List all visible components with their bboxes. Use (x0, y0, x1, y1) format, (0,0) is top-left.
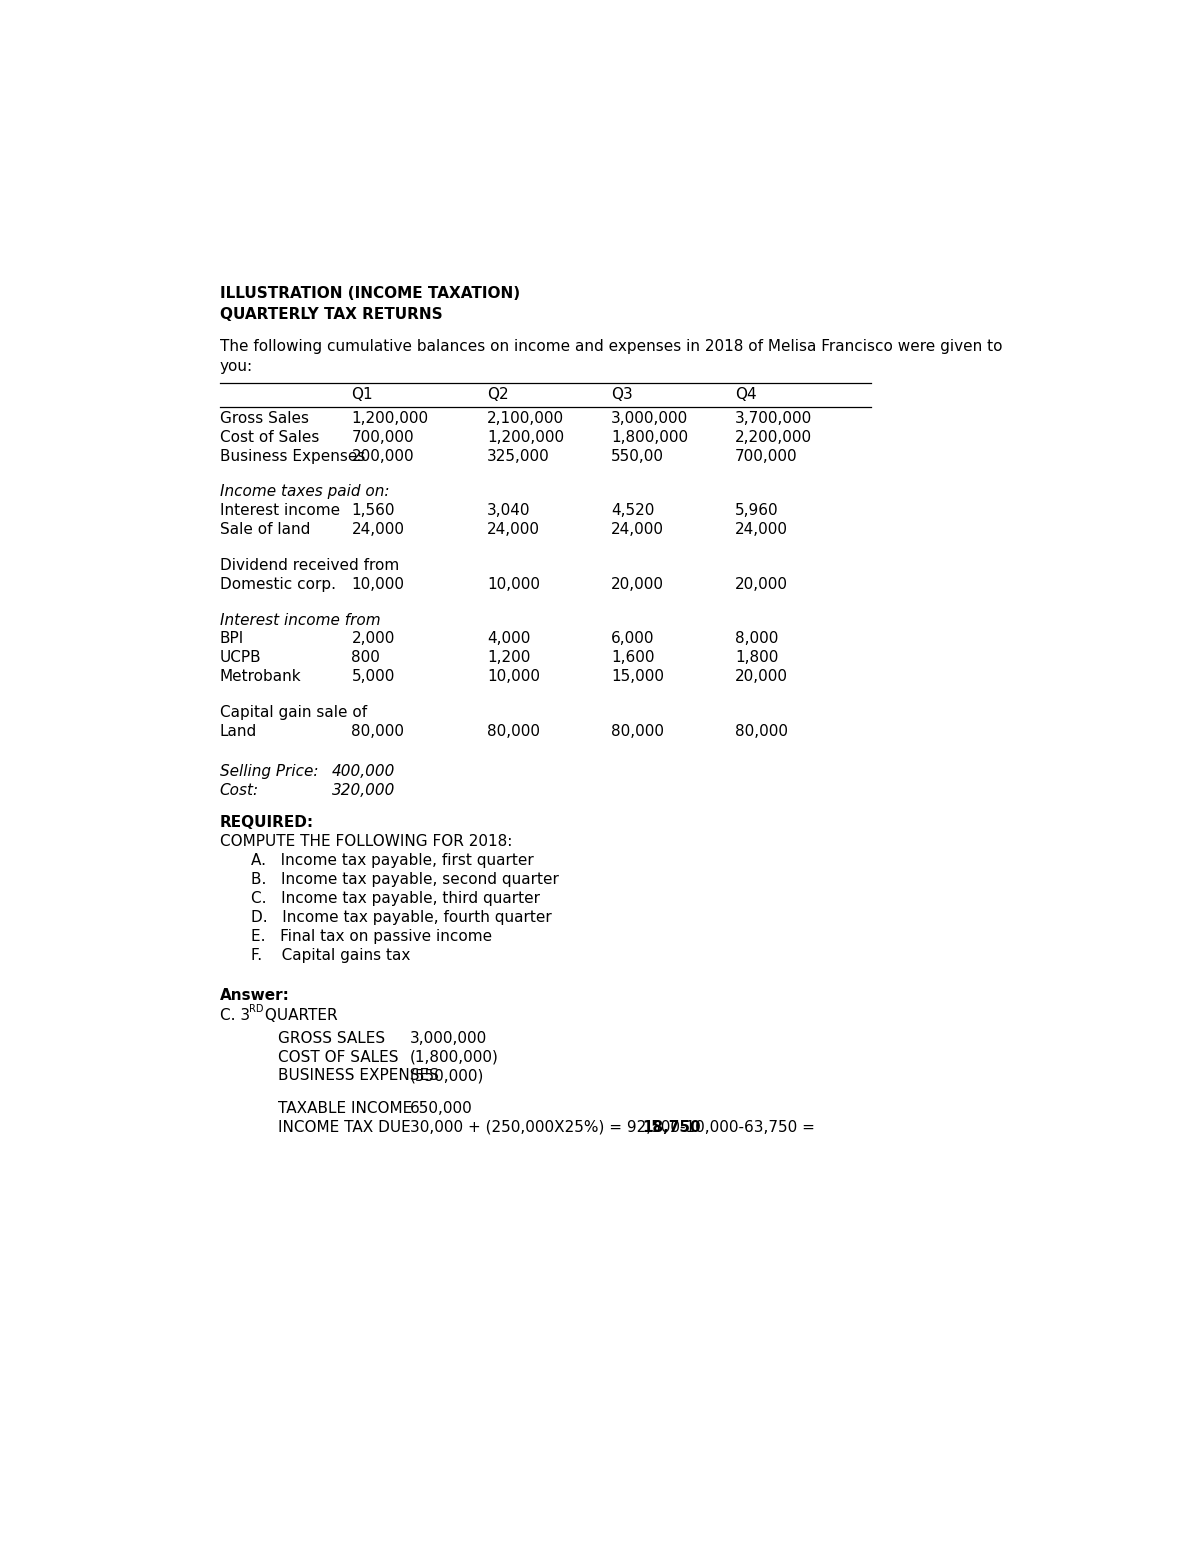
Text: 5,000: 5,000 (352, 669, 395, 685)
Text: 650,000: 650,000 (409, 1101, 473, 1117)
Text: Dividend received from: Dividend received from (220, 558, 398, 573)
Text: (550,000): (550,000) (409, 1068, 484, 1084)
Text: BUSINESS EXPENSES: BUSINESS EXPENSES (278, 1068, 439, 1084)
Text: 800: 800 (352, 651, 380, 665)
Text: 20,000: 20,000 (611, 576, 664, 592)
Text: Interest income from: Interest income from (220, 612, 380, 627)
Text: 80,000: 80,000 (611, 724, 664, 739)
Text: 18,750: 18,750 (642, 1120, 701, 1135)
Text: 3,000,000: 3,000,000 (611, 412, 689, 426)
Text: 4,000: 4,000 (487, 632, 530, 646)
Text: 80,000: 80,000 (736, 724, 788, 739)
Text: 3,700,000: 3,700,000 (736, 412, 812, 426)
Text: 8,000: 8,000 (736, 632, 779, 646)
Text: 1,560: 1,560 (352, 503, 395, 519)
Text: F.    Capital gains tax: F. Capital gains tax (251, 947, 410, 963)
Text: 1,800,000: 1,800,000 (611, 430, 689, 444)
Text: 15,000: 15,000 (611, 669, 664, 685)
Text: (1,800,000): (1,800,000) (409, 1050, 498, 1064)
Text: Selling Price:: Selling Price: (220, 764, 318, 780)
Text: C.   Income tax payable, third quarter: C. Income tax payable, third quarter (251, 891, 540, 905)
Text: Sale of land: Sale of land (220, 522, 310, 537)
Text: C. 3: C. 3 (220, 1008, 250, 1022)
Text: you:: you: (220, 359, 253, 374)
Text: Gross Sales: Gross Sales (220, 412, 308, 426)
Text: Answer:: Answer: (220, 988, 289, 1003)
Text: Capital gain sale of: Capital gain sale of (220, 705, 367, 721)
Text: Land: Land (220, 724, 257, 739)
Text: Cost:: Cost: (220, 783, 259, 798)
Text: Interest income: Interest income (220, 503, 340, 519)
Text: Q3: Q3 (611, 387, 632, 402)
Text: 6,000: 6,000 (611, 632, 655, 646)
Text: COST OF SALES: COST OF SALES (278, 1050, 398, 1064)
Text: INCOME TAX DUE: INCOME TAX DUE (278, 1120, 410, 1135)
Text: The following cumulative balances on income and expenses in 2018 of Melisa Franc: The following cumulative balances on inc… (220, 339, 1002, 354)
Text: 2,000: 2,000 (352, 632, 395, 646)
Text: 80,000: 80,000 (352, 724, 404, 739)
Text: Domestic corp.: Domestic corp. (220, 576, 336, 592)
Text: BPI: BPI (220, 632, 244, 646)
Text: 1,600: 1,600 (611, 651, 655, 665)
Text: Q2: Q2 (487, 387, 509, 402)
Text: Income taxes paid on:: Income taxes paid on: (220, 485, 389, 500)
Text: Metrobank: Metrobank (220, 669, 301, 685)
Text: ILLUSTRATION (INCOME TAXATION): ILLUSTRATION (INCOME TAXATION) (220, 286, 520, 301)
Text: TAXABLE INCOME: TAXABLE INCOME (278, 1101, 412, 1117)
Text: 550,00: 550,00 (611, 449, 664, 463)
Text: QUARTER: QUARTER (260, 1008, 337, 1022)
Text: 4,520: 4,520 (611, 503, 654, 519)
Text: 20,000: 20,000 (736, 576, 788, 592)
Text: UCPB: UCPB (220, 651, 262, 665)
Text: 30,000 + (250,000X25%) = 92,500-10,000-63,750 =: 30,000 + (250,000X25%) = 92,500-10,000-6… (409, 1120, 820, 1135)
Text: 2,200,000: 2,200,000 (736, 430, 812, 444)
Text: 80,000: 80,000 (487, 724, 540, 739)
Text: Cost of Sales: Cost of Sales (220, 430, 319, 444)
Text: B.   Income tax payable, second quarter: B. Income tax payable, second quarter (251, 873, 559, 887)
Text: 20,000: 20,000 (736, 669, 788, 685)
Text: 24,000: 24,000 (487, 522, 540, 537)
Text: 1,200: 1,200 (487, 651, 530, 665)
Text: GROSS SALES: GROSS SALES (278, 1031, 385, 1045)
Text: 2,100,000: 2,100,000 (487, 412, 564, 426)
Text: 1,800: 1,800 (736, 651, 779, 665)
Text: 3,040: 3,040 (487, 503, 530, 519)
Text: COMPUTE THE FOLLOWING FOR 2018:: COMPUTE THE FOLLOWING FOR 2018: (220, 834, 512, 849)
Text: 5,960: 5,960 (736, 503, 779, 519)
Text: 1,200,000: 1,200,000 (487, 430, 564, 444)
Text: RD: RD (250, 1005, 264, 1014)
Text: 1,200,000: 1,200,000 (352, 412, 428, 426)
Text: Q1: Q1 (352, 387, 373, 402)
Text: QUARTERLY TAX RETURNS: QUARTERLY TAX RETURNS (220, 307, 443, 321)
Text: Business Expenses: Business Expenses (220, 449, 365, 463)
Text: 3,000,000: 3,000,000 (409, 1031, 487, 1045)
Text: 400,000: 400,000 (332, 764, 396, 780)
Text: 200,000: 200,000 (352, 449, 414, 463)
Text: 24,000: 24,000 (352, 522, 404, 537)
Text: 10,000: 10,000 (487, 576, 540, 592)
Text: 10,000: 10,000 (352, 576, 404, 592)
Text: D.   Income tax payable, fourth quarter: D. Income tax payable, fourth quarter (251, 910, 552, 924)
Text: 24,000: 24,000 (736, 522, 788, 537)
Text: 24,000: 24,000 (611, 522, 664, 537)
Text: 700,000: 700,000 (736, 449, 798, 463)
Text: REQUIRED:: REQUIRED: (220, 815, 314, 831)
Text: Q4: Q4 (736, 387, 757, 402)
Text: 700,000: 700,000 (352, 430, 414, 444)
Text: 325,000: 325,000 (487, 449, 550, 463)
Text: E.   Final tax on passive income: E. Final tax on passive income (251, 929, 492, 944)
Text: A.   Income tax payable, first quarter: A. Income tax payable, first quarter (251, 853, 534, 868)
Text: 10,000: 10,000 (487, 669, 540, 685)
Text: 320,000: 320,000 (332, 783, 396, 798)
